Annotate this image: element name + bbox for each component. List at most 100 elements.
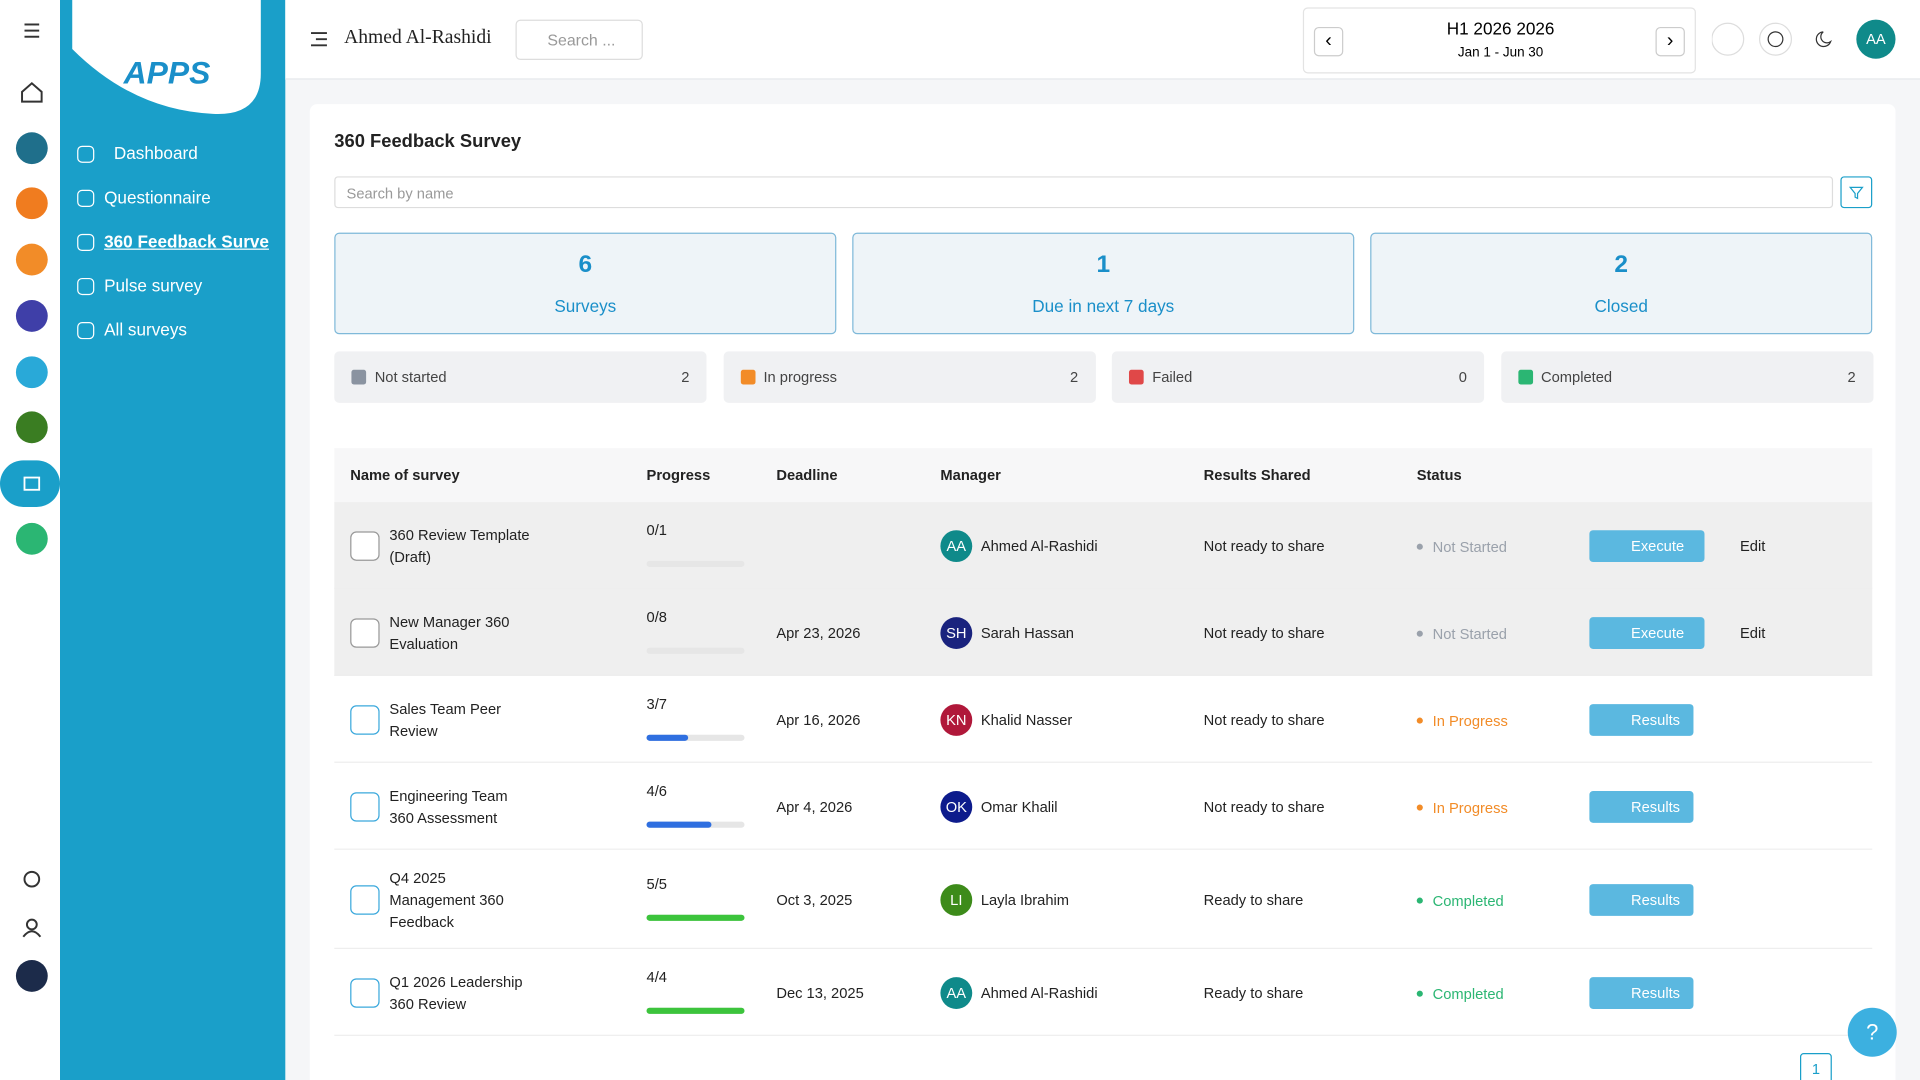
- status-swatch: [1517, 369, 1533, 385]
- survey-icon: [350, 977, 380, 1008]
- survey-name: 360 Review Template (Draft): [389, 525, 530, 566]
- table-header: [334, 448, 1873, 503]
- table-row[interactable]: [334, 763, 1873, 850]
- column-header: Status: [1416, 466, 1462, 484]
- progress-track: [646, 734, 745, 741]
- survey-name: Q4 2025 Management 360 Feedback: [389, 868, 504, 931]
- edit-link[interactable]: Edit: [1740, 536, 1766, 555]
- status-dot: [1416, 990, 1423, 997]
- manager-name: Khalid Nasser: [980, 710, 1073, 728]
- results-shared: Not ready to share: [1203, 536, 1325, 555]
- filter-button[interactable]: [1840, 176, 1873, 209]
- stat-card[interactable]: 2 Closed: [1370, 232, 1873, 335]
- status-dot: [1416, 630, 1423, 637]
- progress-text: 0/8: [646, 607, 667, 626]
- help-button[interactable]: ?: [1847, 1007, 1897, 1057]
- progress-track: [646, 647, 745, 654]
- action-button[interactable]: Results: [1589, 883, 1694, 916]
- menu-icon[interactable]: [310, 29, 330, 49]
- survey-name: Engineering Team 360 Assessment: [389, 786, 508, 826]
- status-tile[interactable]: Not started 2: [334, 351, 707, 403]
- status-dot: [1416, 716, 1423, 724]
- stat-value: 1: [1096, 251, 1111, 278]
- menu-icon: [77, 277, 95, 296]
- manager-avatar: SH: [940, 616, 973, 649]
- status-count: 0: [1458, 368, 1467, 386]
- stat-card[interactable]: 1 Due in next 7 days: [852, 232, 1355, 335]
- menu-icon: [77, 322, 95, 340]
- results-shared: Not ready to share: [1203, 710, 1325, 728]
- progress-fill: [646, 914, 745, 921]
- manager-avatar: LI: [940, 883, 973, 916]
- progress-fill: [646, 734, 689, 741]
- progress-text: 0/1: [646, 521, 667, 539]
- survey-icon: [350, 530, 380, 561]
- menu-icon: [77, 233, 95, 252]
- status-text: In Progress: [1432, 712, 1508, 730]
- progress-text: 3/7: [646, 694, 667, 713]
- results-shared: Not ready to share: [1203, 797, 1325, 815]
- menu-item[interactable]: Dashboard: [113, 143, 198, 163]
- status-dot: [1416, 896, 1423, 904]
- progress-fill: [646, 821, 712, 828]
- status-text: Not Started: [1432, 538, 1507, 556]
- user-name: Ahmed Al-Rashidi: [344, 26, 492, 48]
- column-header: Progress: [646, 466, 711, 484]
- search-box[interactable]: Search ...: [515, 19, 643, 61]
- edit-link[interactable]: Edit: [1740, 623, 1766, 642]
- action-button[interactable]: Results: [1589, 703, 1694, 736]
- sidebar: APPS Dashboard Questionnaire 360 Feedback …: [60, 0, 286, 1080]
- action-button[interactable]: Results: [1589, 790, 1694, 823]
- manager-name: Layla Ibrahim: [980, 890, 1070, 908]
- progress-track: [646, 1007, 745, 1014]
- menu-item[interactable]: Questionnaire: [104, 187, 211, 207]
- logo-shape: [72, 0, 261, 115]
- period-title: H1 2026 2026: [1446, 18, 1555, 38]
- content-card: 360 Feedback Survey Search by name 6 Surv…: [309, 104, 1896, 1080]
- deadline: Dec 13, 2025: [776, 983, 864, 1002]
- results-shared: Ready to share: [1203, 983, 1304, 1002]
- status-text: In Progress: [1432, 798, 1508, 817]
- survey-icon: [350, 791, 380, 822]
- survey-name: Q1 2026 Leadership 360 Review: [389, 972, 523, 1013]
- status-swatch: [740, 369, 755, 385]
- status-swatch: [1128, 369, 1144, 385]
- survey-name: New Manager 360 Evaluation: [389, 612, 510, 653]
- status-count: 2: [1847, 368, 1856, 386]
- status-tile[interactable]: Failed 0: [1111, 351, 1485, 403]
- table-row[interactable]: [334, 949, 1873, 1036]
- status-dot: [1416, 543, 1423, 550]
- stat-label: Due in next 7 days: [1032, 296, 1175, 316]
- menu-item[interactable]: 360 Feedback Surve: [104, 231, 269, 252]
- survey-icon: [350, 704, 380, 735]
- stat-card[interactable]: 6 Surveys: [334, 232, 837, 335]
- menu-icon: [77, 189, 95, 207]
- progress-text: 4/6: [646, 781, 667, 799]
- top-icons[interactable]: [1711, 20, 1908, 62]
- deadline: Apr 23, 2026: [776, 623, 861, 642]
- action-button[interactable]: Execute: [1589, 529, 1705, 562]
- column-header: Deadline: [776, 466, 838, 484]
- stat-value: 2: [1614, 251, 1629, 278]
- table-row[interactable]: [334, 676, 1873, 763]
- status-label: Completed: [1541, 368, 1613, 386]
- column-header: Name of survey: [350, 466, 460, 484]
- page-button[interactable]: 1: [1800, 1053, 1832, 1080]
- menu-item[interactable]: All surveys: [104, 319, 187, 340]
- progress-text: 5/5: [646, 874, 667, 893]
- prev-button[interactable]: ‹: [1313, 26, 1344, 57]
- manager-name: Omar Khalil: [980, 797, 1058, 815]
- period-picker[interactable]: ‹ › H1 2026 2026 Jan 1 - Jun 30: [1302, 7, 1696, 74]
- status-tile[interactable]: In progress 2: [723, 351, 1096, 403]
- table-row[interactable]: [334, 850, 1873, 949]
- status-tile[interactable]: Completed 2: [1500, 351, 1873, 403]
- user-avatar[interactable]: AA: [1856, 19, 1896, 59]
- next-button[interactable]: ›: [1655, 26, 1685, 57]
- action-button[interactable]: Execute: [1589, 616, 1705, 649]
- status-swatch: [351, 369, 367, 385]
- name-search[interactable]: Search by name: [334, 176, 1834, 209]
- menu-item[interactable]: Pulse survey: [104, 275, 203, 296]
- action-button[interactable]: Results: [1589, 976, 1694, 1009]
- stat-value: 6: [578, 251, 593, 278]
